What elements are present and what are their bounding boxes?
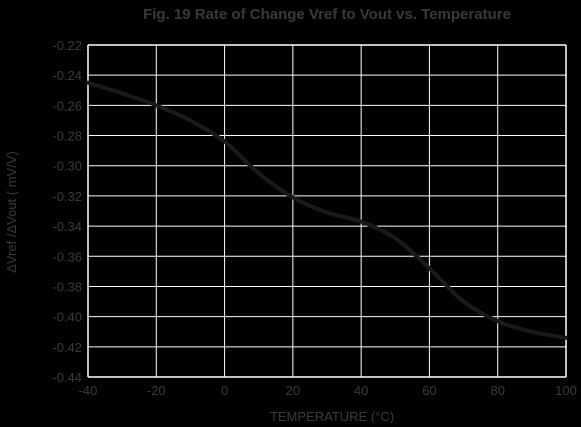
x-tick-label: 0 xyxy=(221,383,228,398)
y-tick-label: -0.44 xyxy=(52,370,82,385)
y-tick-label: -0.34 xyxy=(52,219,82,234)
x-tick-label: 100 xyxy=(555,383,577,398)
x-axis-label: TEMPERATURE (°C) xyxy=(270,409,394,424)
y-tick-label: -0.30 xyxy=(52,159,82,174)
x-tick-label: 40 xyxy=(354,383,368,398)
y-tick-label: -0.28 xyxy=(52,129,82,144)
series-line xyxy=(86,80,568,340)
x-tick-label: 60 xyxy=(422,383,436,398)
y-tick-label: -0.40 xyxy=(52,310,82,325)
y-tick-label: -0.36 xyxy=(52,249,82,264)
y-tick-label: -0.32 xyxy=(52,189,82,204)
x-tick-label: -40 xyxy=(79,383,98,398)
x-tick-label: -20 xyxy=(147,383,166,398)
x-tick-label: 80 xyxy=(490,383,504,398)
y-tick-label: -0.38 xyxy=(52,279,82,294)
grid-lines xyxy=(87,44,567,378)
y-tick-label: -0.26 xyxy=(52,98,82,113)
y-tick-label: -0.22 xyxy=(52,38,82,53)
y-tick-label: -0.42 xyxy=(52,340,82,355)
y-tick-labels: -0.22 -0.24 -0.26 -0.28 -0.30 -0.32 -0.34 -0.36… xyxy=(52,38,82,385)
chart-title: Fig. 19 Rate of Change Vref to Vout vs. … xyxy=(143,6,511,23)
x-tick-labels: -40 -20 0 20 40 60 80 100 xyxy=(79,383,577,398)
x-tick-label: 20 xyxy=(286,383,300,398)
y-axis-label: ΔVref /ΔVout ( mV/V) xyxy=(4,151,19,273)
y-tick-label: -0.24 xyxy=(52,68,82,83)
